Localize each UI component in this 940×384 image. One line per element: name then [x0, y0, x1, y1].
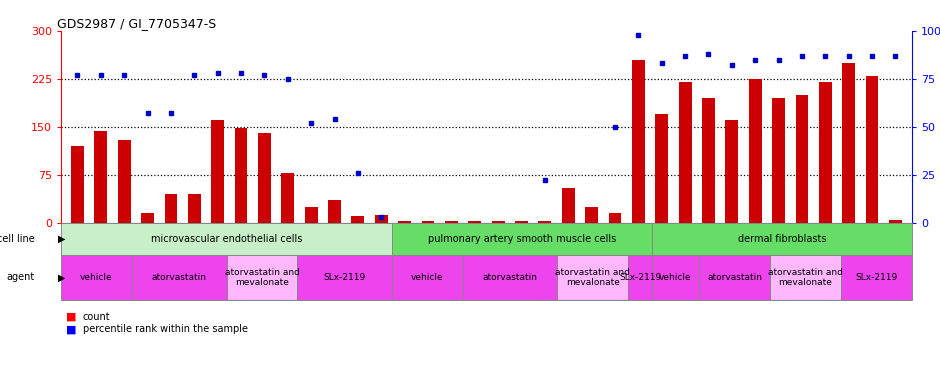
- Bar: [235, 128, 247, 223]
- Text: atorvastatin and
mevalonate: atorvastatin and mevalonate: [225, 268, 300, 287]
- Bar: [702, 98, 715, 223]
- Bar: [492, 222, 505, 223]
- Bar: [281, 173, 294, 223]
- Bar: [71, 146, 84, 223]
- Bar: [258, 133, 271, 223]
- Bar: [422, 222, 434, 223]
- Bar: [655, 114, 668, 223]
- Bar: [118, 139, 131, 223]
- Text: SLx-2119: SLx-2119: [855, 273, 898, 282]
- Bar: [608, 213, 621, 223]
- Text: ■: ■: [66, 324, 76, 334]
- Text: ▶: ▶: [58, 272, 66, 283]
- Bar: [141, 213, 154, 223]
- Text: GDS2987 / GI_7705347-S: GDS2987 / GI_7705347-S: [56, 17, 216, 30]
- Bar: [749, 79, 761, 223]
- Bar: [399, 222, 411, 223]
- Text: vehicle: vehicle: [80, 273, 113, 282]
- Bar: [726, 120, 738, 223]
- Text: atorvastatin: atorvastatin: [482, 273, 538, 282]
- Bar: [375, 215, 387, 223]
- Bar: [305, 207, 318, 223]
- Text: atorvastatin and
mevalonate: atorvastatin and mevalonate: [768, 268, 843, 287]
- Bar: [164, 194, 178, 223]
- Bar: [795, 95, 808, 223]
- Bar: [842, 63, 855, 223]
- Bar: [468, 222, 481, 223]
- Text: SLx-2119: SLx-2119: [619, 273, 661, 282]
- Text: pulmonary artery smooth muscle cells: pulmonary artery smooth muscle cells: [428, 234, 616, 244]
- Bar: [679, 82, 692, 223]
- Bar: [352, 216, 365, 223]
- Text: ■: ■: [66, 312, 76, 322]
- Text: SLx-2119: SLx-2119: [323, 273, 366, 282]
- Text: microvascular endothelial cells: microvascular endothelial cells: [150, 234, 302, 244]
- Bar: [586, 207, 598, 223]
- Text: atorvastatin and
mevalonate: atorvastatin and mevalonate: [556, 268, 630, 287]
- Text: atorvastatin: atorvastatin: [707, 273, 762, 282]
- Bar: [94, 131, 107, 223]
- Text: count: count: [83, 312, 110, 322]
- Bar: [889, 220, 901, 223]
- Bar: [819, 82, 832, 223]
- Bar: [562, 187, 574, 223]
- Bar: [212, 120, 224, 223]
- Text: cell line: cell line: [0, 234, 35, 244]
- Bar: [866, 76, 879, 223]
- Text: agent: agent: [7, 272, 35, 283]
- Bar: [328, 200, 341, 223]
- Text: percentile rank within the sample: percentile rank within the sample: [83, 324, 248, 334]
- Text: dermal fibroblasts: dermal fibroblasts: [738, 234, 826, 244]
- Bar: [445, 222, 458, 223]
- Bar: [632, 60, 645, 223]
- Bar: [539, 222, 551, 223]
- Text: vehicle: vehicle: [659, 273, 692, 282]
- Text: atorvastatin: atorvastatin: [151, 273, 207, 282]
- Text: ▶: ▶: [58, 234, 66, 244]
- Text: vehicle: vehicle: [411, 273, 444, 282]
- Bar: [188, 194, 201, 223]
- Bar: [772, 98, 785, 223]
- Bar: [515, 222, 528, 223]
